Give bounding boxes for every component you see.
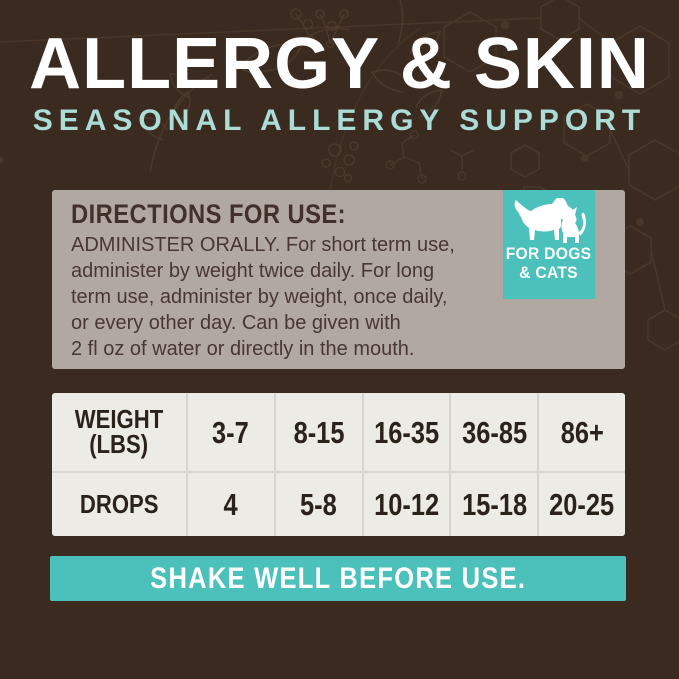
directions-text-line: or every other day. Can be given with (71, 312, 401, 334)
table-cell-drops-value: 15-18 (449, 471, 538, 536)
dogs-and-cats-badge: FOR DOGS & CATS (503, 190, 595, 299)
banner-text: SHAKE WELL BEFORE USE. (149, 561, 527, 595)
table-cell-weight-range: 8-15 (273, 393, 362, 471)
badge-label-line: & CATS (519, 263, 579, 282)
directions-text: ADMINISTER ORALLY. For short term use, a… (71, 232, 455, 362)
table-cell-weight-header: WEIGHT (LBS) (52, 393, 186, 471)
directions-heading: DIRECTIONS FOR USE: (71, 199, 347, 229)
directions-text-line: ADMINISTER ORALLY. For short term use, (71, 234, 455, 256)
directions-section: DIRECTIONS FOR USE: ADMINISTER ORALLY. F… (52, 190, 625, 369)
shake-well-banner: SHAKE WELL BEFORE USE. (50, 556, 626, 601)
table-cell-drops-value: 4 (186, 471, 274, 536)
product-title: ALLERGY & SKIN (29, 24, 650, 104)
table-cell-drops-value: 10-12 (361, 471, 450, 536)
table-cell-drops-label: DROPS (52, 471, 186, 536)
table-cell-weight-range: 36-85 (449, 393, 537, 471)
table-cell-weight-range: 86+ (537, 393, 625, 471)
table-cell-drops-value: 20-25 (537, 471, 625, 536)
table-cell-weight-range: 3-7 (186, 393, 274, 471)
weight-label-line1: WEIGHT (74, 404, 164, 434)
directions-text-line: 2 fl oz of water or directly in the mout… (71, 338, 415, 360)
weight-label-line2: (LBS) (89, 429, 149, 459)
dosing-table: WEIGHT (LBS) 3-7 8-15 16-35 36-85 86+ DR… (52, 393, 625, 536)
dog-and-cat-icon (514, 198, 586, 243)
directions-text-line: administer by weight twice daily. For lo… (71, 260, 435, 282)
badge-label-line: FOR DOGS (506, 244, 592, 263)
product-subtitle: SEASONAL ALLERGY SUPPORT (32, 104, 647, 137)
directions-text-line: term use, administer by weight, once dai… (71, 286, 448, 308)
table-cell-weight-range: 16-35 (361, 393, 450, 471)
badge-label: FOR DOGS & CATS (502, 244, 595, 282)
table-cell-drops-value: 5-8 (273, 471, 362, 536)
